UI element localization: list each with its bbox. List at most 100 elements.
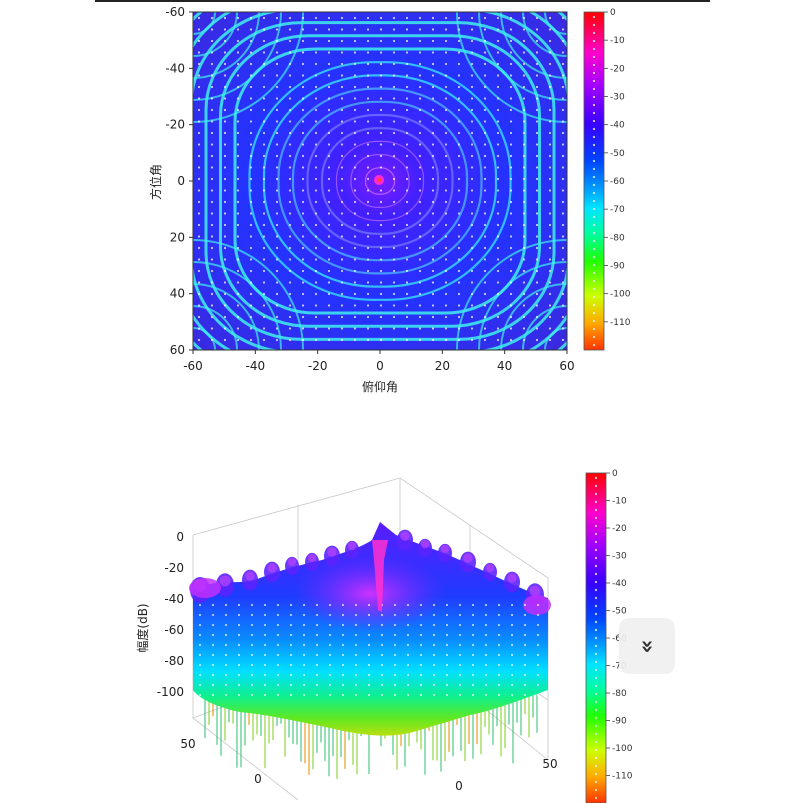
heatmap-grid-dot (379, 166, 383, 169)
heatmap-grid-dot (535, 16, 539, 20)
heatmap-grid-dot (301, 51, 305, 54)
heatmap-grid-dot (418, 108, 422, 112)
surface-grid-dot (406, 683, 410, 687)
surface-grid-dot (367, 653, 371, 657)
heatmap-grid-dot (392, 85, 396, 89)
surface-grid-dot (302, 683, 306, 687)
heatmap-grid-dot (236, 166, 240, 169)
heatmap-grid-dot (223, 177, 227, 181)
colorbar-dot (592, 327, 596, 331)
heatmap-grid-dot (522, 281, 526, 284)
heatmap-grid-dot (405, 223, 409, 227)
heatmap-grid-dot (210, 120, 214, 123)
heatmap-grid-dot (197, 223, 201, 227)
heatmap-grid-dot (496, 120, 500, 123)
heatmap-grid-dot (444, 74, 448, 77)
heatmap-grid-dot (288, 189, 292, 192)
heatmap-y-tick-label: 60 (170, 343, 185, 357)
heatmap-grid-dot (561, 235, 565, 238)
heatmap-grid-dot (483, 246, 487, 250)
heatmap-grid-dot (496, 212, 500, 215)
heatmap-grid-dot (275, 235, 279, 238)
heatmap-grid-dot (249, 315, 253, 319)
surface-grid-dot (211, 633, 215, 637)
heatmap-grid-dot (236, 189, 240, 192)
heatmap-grid-dot (496, 327, 500, 330)
heatmap-grid-dot (548, 315, 552, 319)
heatmap-grid-dot (262, 85, 266, 89)
heatmap-grid-dot (457, 246, 461, 250)
heatmap-ring (291, 100, 469, 262)
colorbar-dot (592, 215, 596, 219)
surface-sidelobe-tip (485, 563, 495, 573)
heatmap-grid-dot (379, 97, 383, 100)
heatmap-grid-dot (496, 338, 500, 342)
surface-grid-dot (250, 643, 254, 647)
heatmap-grid-dot (314, 51, 318, 54)
heatmap-grid-dot (509, 200, 513, 204)
colorbar-dot (594, 588, 598, 592)
surface-grid-dot (315, 663, 319, 667)
colorbar-tick-label: -80 (610, 233, 625, 243)
heatmap-grid-dot (548, 281, 552, 284)
colorbar-dot (592, 87, 596, 91)
heatmap-grid-dot (548, 338, 552, 342)
heatmap-grid-dot (210, 16, 214, 20)
heatmap-x-tick-label: 20 (435, 359, 450, 373)
heatmap-grid-dot (496, 223, 500, 227)
heatmap-grid-dot (470, 39, 474, 43)
heatmap-grid-dot (223, 108, 227, 112)
heatmap-grid-dot (457, 154, 461, 158)
surface-grid-dot (523, 633, 527, 637)
surface-grid-dot (393, 633, 397, 637)
heatmap-grid-dot (340, 269, 344, 273)
heatmap-grid-dot (379, 258, 383, 261)
heatmap-grid-dot (405, 97, 409, 100)
heatmap-grid-dot (301, 28, 305, 31)
surface-grid-dot (354, 613, 358, 617)
surface-grid-dot (354, 693, 358, 697)
heatmap-grid-dot (353, 108, 357, 112)
heatmap-grid-dot (353, 120, 357, 123)
colorbar-dot (594, 540, 598, 544)
heatmap-y-tick-label: 20 (170, 230, 185, 244)
heatmap-grid-dot (327, 143, 331, 146)
heatmap-grid-dot (223, 16, 227, 20)
heatmap-grid-dot (314, 223, 318, 227)
heatmap-grid-dot (483, 108, 487, 112)
surface-grid-dot (484, 653, 488, 657)
heatmap-grid-dot (379, 212, 383, 215)
heatmap-grid-dot (509, 246, 513, 250)
surface-grid-dot (250, 633, 254, 637)
heatmap-ring (335, 140, 425, 222)
heatmap-grid-dot (431, 177, 435, 181)
heatmap-grid-dot (470, 177, 474, 181)
heatmap-grid-dot (275, 108, 279, 112)
heatmap-ring (306, 113, 454, 249)
heatmap-grid-dot (223, 200, 227, 204)
heatmap-grid-dot (301, 108, 305, 112)
heatmap-grid-dot (210, 85, 214, 89)
heatmap-grid-dot (249, 74, 253, 77)
heatmap-colorbar: 0 -10 -20 -30 -40 -50 -60 -70 -80 -90 -100 -110 (583, 8, 631, 351)
heatmap-grid-dot (470, 166, 474, 169)
surface-grid-dot (419, 603, 423, 607)
heatmap-grid-dot (509, 269, 513, 273)
heatmap-grid-dot (470, 143, 474, 146)
heatmap-grid-dot (223, 212, 227, 215)
heatmap-grid-dot (301, 235, 305, 238)
surface-grid-dot (237, 693, 241, 697)
surface-grid-dot (458, 643, 462, 647)
surface-grid-dot (341, 623, 345, 627)
heatmap-grid-dot (392, 166, 396, 169)
colorbar-dot (594, 572, 598, 576)
heatmap-grid-dot (223, 120, 227, 123)
heatmap-grid-dot (210, 338, 214, 342)
heatmap-grid-dot (548, 212, 552, 215)
scroll-down-button[interactable]: » (619, 618, 675, 674)
surface-grid-dot (354, 603, 358, 607)
heatmap-grid-dot (457, 74, 461, 77)
colorbar-dot (594, 564, 598, 568)
surface-grid-dot (536, 663, 540, 667)
